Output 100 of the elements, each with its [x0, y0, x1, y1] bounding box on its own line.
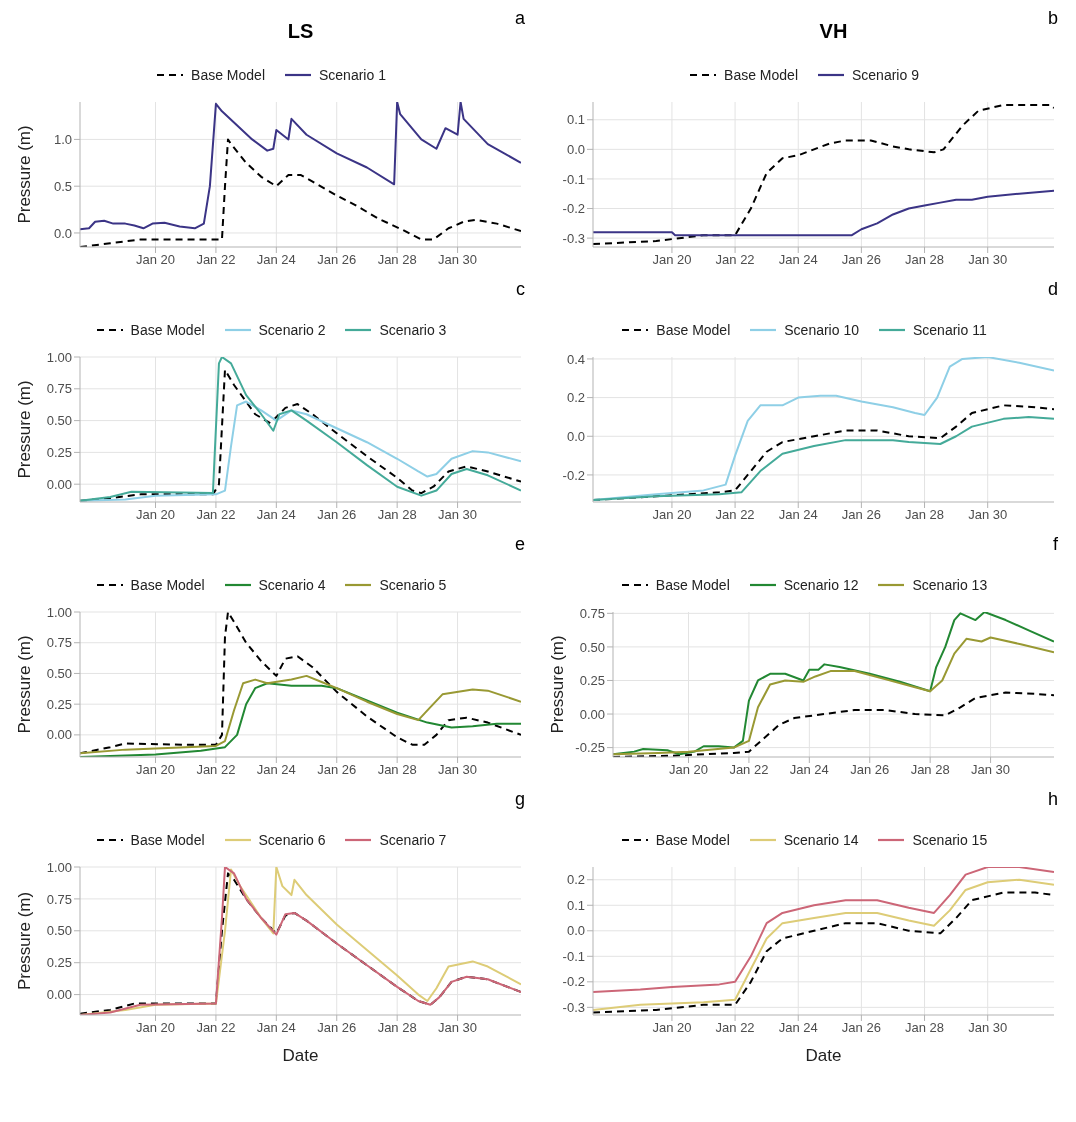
- y-tick-label: 0.4: [566, 351, 585, 367]
- y-tick-label: -0.3: [562, 999, 585, 1015]
- chart-title: LS: [287, 20, 314, 42]
- text: e: [514, 534, 525, 555]
- x-tick-label: Jan 30: [438, 252, 478, 268]
- y-tick-label: 0.0: [566, 141, 585, 157]
- x-tick-label: Jan 30: [968, 252, 1008, 268]
- x-tick-label: Jan 26: [841, 507, 881, 523]
- y-tick-label: 0.75: [46, 381, 72, 397]
- y-tick-label: -0.2: [562, 974, 585, 990]
- text: h: [1047, 789, 1058, 810]
- legend-label: Base Model: [724, 67, 798, 83]
- y-tick-label: 0.2: [566, 390, 585, 406]
- y-axis-title: Pressure (m): [15, 125, 35, 224]
- legend-label: Scenario 2: [258, 322, 326, 338]
- y-tick-label: 0.75: [46, 891, 72, 907]
- chart-title: VH: [819, 20, 848, 42]
- y-tick-label: 0.50: [579, 639, 605, 655]
- y-tick-label: 0.1: [566, 112, 585, 128]
- legend-label: Base Model: [655, 832, 730, 848]
- x-tick-label: Jan 22: [729, 762, 769, 778]
- y-tick-label: 0.00: [46, 476, 72, 492]
- y-tick-label: 0.25: [46, 955, 72, 971]
- y-tick-label: -0.25: [575, 740, 605, 756]
- text: g: [514, 789, 525, 810]
- legend-label: Scenario 3: [379, 322, 447, 338]
- y-tick-label: 0.75: [579, 605, 605, 621]
- x-tick-label: Jan 24: [789, 762, 829, 778]
- y-tick-label: 0.50: [46, 923, 72, 939]
- x-tick-label: Jan 24: [256, 507, 296, 523]
- y-tick-label: 1.00: [46, 859, 72, 875]
- x-tick-label: Jan 30: [438, 1020, 478, 1036]
- y-tick-label: 0.50: [46, 666, 72, 682]
- x-tick-label: Jan 20: [135, 252, 176, 268]
- y-tick-label: 0.2: [566, 872, 585, 888]
- y-tick-label: 1.00: [46, 604, 72, 620]
- text: b: [1047, 8, 1058, 29]
- y-tick-label: 1.00: [46, 349, 72, 365]
- y-tick-label: -0.1: [562, 948, 585, 964]
- x-tick-label: Jan 26: [317, 507, 357, 523]
- legend-label: Base Model: [655, 577, 730, 593]
- y-tick-label: -0.2: [562, 201, 585, 217]
- x-tick-label: Jan 24: [256, 252, 296, 268]
- x-tick-label: Jan 20: [135, 762, 176, 778]
- y-tick-label: 0.5: [53, 178, 72, 194]
- legend-label: Scenario 14: [783, 832, 859, 848]
- x-tick-label: Jan 24: [256, 1020, 296, 1036]
- x-tick-label: Jan 30: [968, 507, 1008, 523]
- x-tick-label: Jan 22: [196, 507, 236, 523]
- text: d: [1047, 279, 1058, 300]
- legend-label: Base Model: [656, 322, 731, 338]
- legend-label: Scenario 11: [912, 322, 987, 338]
- x-tick-label: Jan 26: [850, 762, 890, 778]
- x-tick-label: Jan 24: [778, 507, 818, 523]
- legend-label: Scenario 13: [912, 577, 988, 593]
- legend-label: Scenario 9: [852, 67, 919, 83]
- x-tick-label: Jan 22: [196, 762, 236, 778]
- text: f: [1052, 534, 1058, 555]
- legend-label: Scenario 7: [379, 832, 447, 848]
- y-tick-label: 0.50: [46, 413, 72, 429]
- legend-label: Base Model: [130, 832, 205, 848]
- y-tick-label: 0.1: [566, 897, 585, 913]
- legend-label: Scenario 10: [784, 322, 859, 338]
- y-tick-label: 1.0: [53, 132, 72, 148]
- x-tick-label: Jan 28: [905, 1020, 945, 1036]
- x-tick-label: Jan 28: [910, 762, 950, 778]
- x-tick-label: Jan 26: [317, 1020, 357, 1036]
- x-tick-label: Jan 22: [715, 507, 755, 523]
- x-tick-label: Jan 24: [256, 762, 296, 778]
- x-tick-label: Jan 26: [317, 762, 357, 778]
- x-tick-label: Jan 30: [968, 1020, 1008, 1036]
- x-tick-label: Jan 24: [778, 252, 818, 268]
- x-tick-label: Jan 28: [905, 507, 945, 523]
- x-tick-label: Jan 20: [652, 1020, 692, 1036]
- y-tick-label: 0.0: [566, 428, 585, 444]
- x-tick-label: Jan 28: [377, 762, 417, 778]
- y-tick-label: 0.0: [566, 923, 585, 939]
- y-axis-title: Pressure (m): [548, 635, 568, 734]
- legend-label: Base Model: [130, 577, 205, 593]
- legend-label: Base Model: [191, 67, 265, 83]
- y-tick-label: 0.00: [46, 727, 72, 743]
- y-axis-title: Pressure (m): [15, 635, 35, 734]
- text: c: [516, 279, 525, 300]
- legend-label: Scenario 12: [783, 577, 859, 593]
- x-tick-label: Jan 20: [135, 507, 176, 523]
- legend-label: Scenario 15: [912, 832, 988, 848]
- y-tick-label: 0.25: [46, 445, 72, 461]
- x-tick-label: Jan 26: [841, 1020, 881, 1036]
- legend-label: Base Model: [130, 322, 205, 338]
- y-tick-label: 0.75: [46, 635, 72, 651]
- y-tick-label: -0.1: [562, 171, 585, 187]
- y-tick-label: 0.00: [46, 987, 72, 1003]
- text: a: [514, 8, 525, 29]
- x-tick-label: Jan 26: [317, 252, 357, 268]
- y-tick-label: 0.25: [46, 696, 72, 712]
- x-tick-label: Jan 22: [196, 252, 236, 268]
- x-tick-label: Jan 28: [377, 507, 417, 523]
- x-tick-label: Jan 30: [438, 762, 478, 778]
- x-tick-label: Jan 20: [652, 252, 692, 268]
- legend-label: Scenario 4: [258, 577, 326, 593]
